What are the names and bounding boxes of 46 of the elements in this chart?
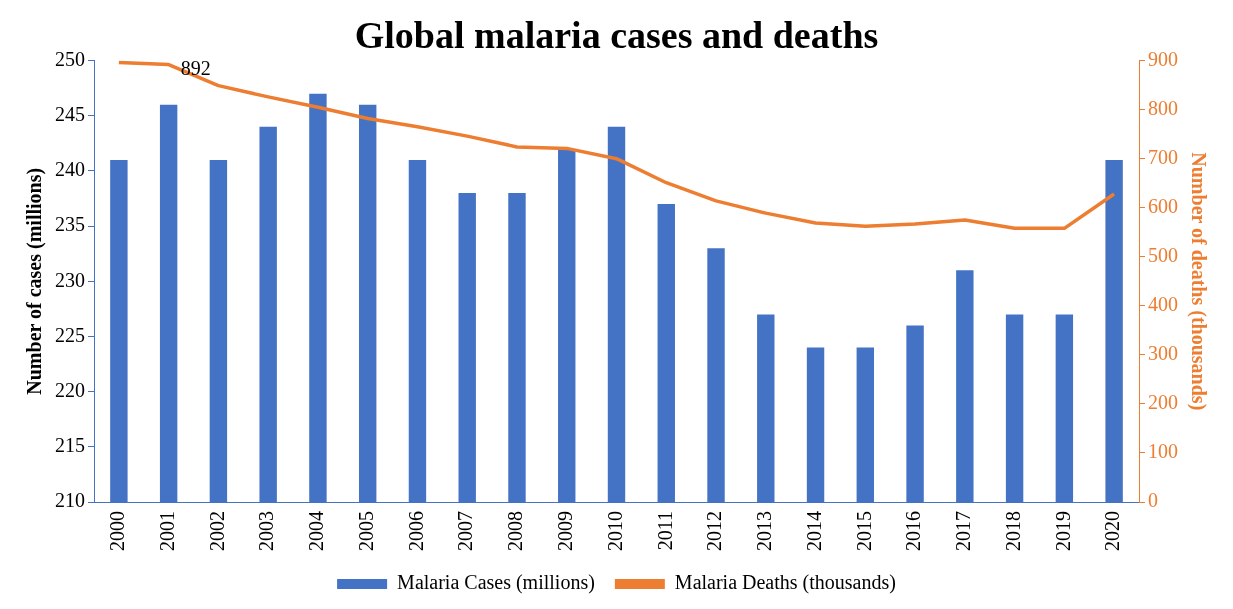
x-tick-label: 2020 <box>1101 511 1124 551</box>
x-tick-label: 2004 <box>305 511 328 551</box>
y2-axis-title: Number of deaths (thousands) <box>1186 152 1210 411</box>
x-tick-label: 2008 <box>504 511 527 551</box>
y-tick-label: 235 <box>55 213 85 236</box>
y-tick-label: 250 <box>55 47 85 70</box>
x-tick-label: 2009 <box>553 511 576 551</box>
y2-tick-label: 300 <box>1148 342 1178 365</box>
y-tick-label: 245 <box>55 103 85 126</box>
y-tick-label: 240 <box>55 158 85 181</box>
x-tick-label: 2019 <box>1051 511 1074 551</box>
x-tick-label: 2011 <box>653 511 676 551</box>
x-tick-label: 2001 <box>155 511 178 551</box>
x-tick-label: 2014 <box>802 511 825 551</box>
x-tick-label: 2013 <box>753 511 776 551</box>
y-axis-title: Number of cases (millions) <box>23 167 47 395</box>
x-tick-label: 2016 <box>902 511 925 551</box>
y-tick-label: 215 <box>55 434 85 457</box>
y-tick-label: 220 <box>55 378 85 401</box>
y2-tick-label: 200 <box>1148 391 1178 414</box>
y2-tick-label: 800 <box>1148 96 1178 119</box>
x-tick-label: 2007 <box>454 511 477 551</box>
chart-title: Global malaria cases and deaths <box>354 13 879 56</box>
x-tick-label: 2006 <box>404 511 427 551</box>
x-tick-label: 2017 <box>952 511 975 551</box>
legend-label: Malaria Deaths (thousands) <box>674 571 896 595</box>
x-tick-label: 2002 <box>205 511 228 551</box>
y2-tick-label: 100 <box>1148 440 1178 463</box>
y2-tick-label: 600 <box>1148 194 1178 217</box>
y2-tick-label: 900 <box>1148 47 1178 70</box>
legend-label: Malaria Cases (millions) <box>397 571 595 595</box>
x-tick-label: 2010 <box>603 511 626 551</box>
x-tick-label: 2000 <box>106 511 129 551</box>
data-label: 892 <box>180 56 211 79</box>
x-tick-label: 2012 <box>703 511 726 551</box>
x-tick-label: 2015 <box>852 511 875 551</box>
y2-tick-label: 400 <box>1148 293 1178 316</box>
y2-tick-label: 0 <box>1148 489 1158 512</box>
y-tick-label: 210 <box>55 489 85 512</box>
x-tick-label: 2005 <box>354 511 377 551</box>
y-tick-label: 225 <box>55 323 85 346</box>
x-tick-label: 2018 <box>1001 511 1024 551</box>
y2-tick-label: 500 <box>1148 244 1178 267</box>
y2-tick-label: 700 <box>1148 145 1178 168</box>
x-tick-label: 2003 <box>255 511 278 551</box>
y-tick-label: 230 <box>55 268 85 291</box>
